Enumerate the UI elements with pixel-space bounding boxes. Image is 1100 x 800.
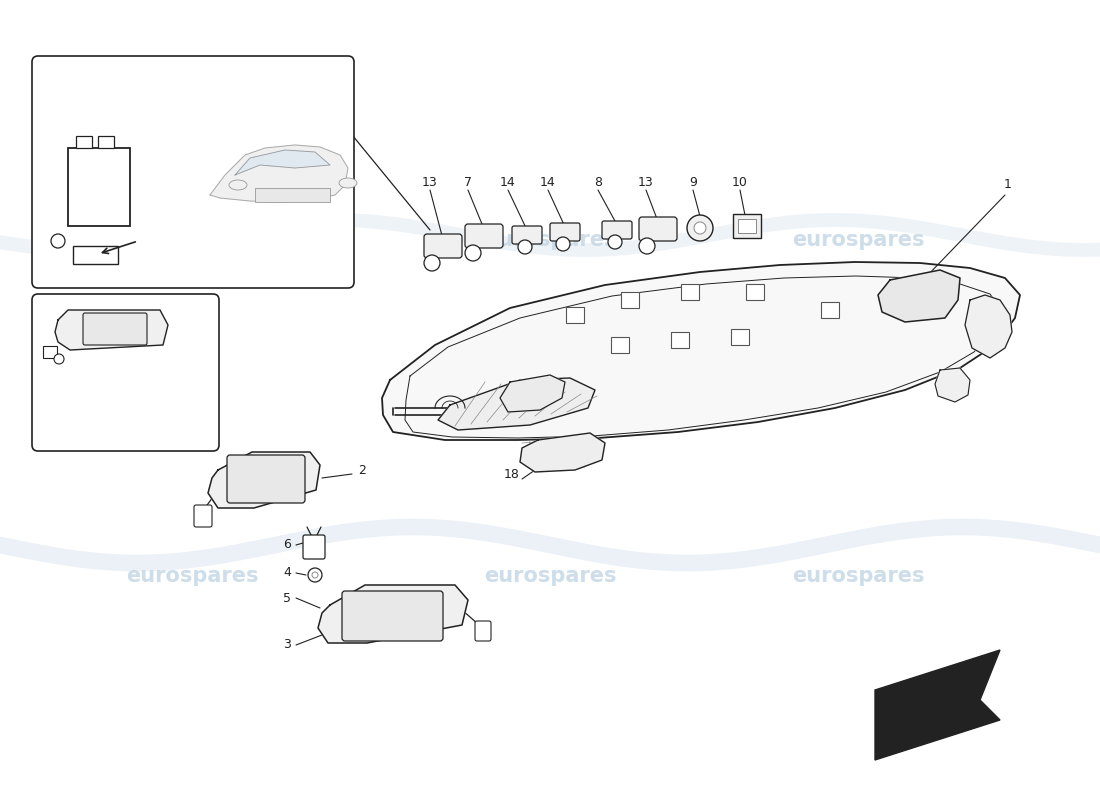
Text: 18: 18 (504, 469, 520, 482)
Bar (732, 329, 749, 345)
Text: 15: 15 (51, 366, 66, 379)
Bar (255, 188, 330, 202)
Text: 4: 4 (283, 566, 290, 579)
Text: 1: 1 (1004, 178, 1012, 191)
FancyBboxPatch shape (302, 535, 324, 559)
Bar (68, 148, 130, 226)
Bar (76, 136, 92, 148)
Polygon shape (208, 452, 320, 508)
Text: 17: 17 (51, 382, 66, 394)
FancyBboxPatch shape (32, 56, 354, 288)
Polygon shape (318, 585, 468, 643)
Bar (746, 284, 764, 300)
Circle shape (54, 354, 64, 364)
Text: 13: 13 (422, 175, 438, 189)
FancyBboxPatch shape (227, 455, 305, 503)
Bar (621, 292, 639, 308)
Circle shape (608, 235, 622, 249)
Text: 8: 8 (594, 175, 602, 189)
FancyBboxPatch shape (475, 621, 491, 641)
Ellipse shape (339, 178, 358, 188)
FancyBboxPatch shape (550, 223, 580, 241)
Polygon shape (438, 378, 595, 430)
Bar (73, 246, 118, 264)
Bar (610, 337, 629, 353)
Bar (733, 214, 761, 238)
Ellipse shape (229, 180, 248, 190)
Bar (566, 307, 584, 323)
Circle shape (639, 238, 654, 254)
Circle shape (556, 237, 570, 251)
Text: 14: 14 (540, 175, 556, 189)
FancyBboxPatch shape (602, 221, 632, 239)
FancyBboxPatch shape (342, 591, 443, 641)
Text: eurospares: eurospares (484, 230, 616, 250)
Circle shape (51, 234, 65, 248)
Circle shape (688, 215, 713, 241)
Text: eurospares: eurospares (126, 566, 258, 586)
FancyBboxPatch shape (32, 294, 219, 451)
Text: eurospares: eurospares (484, 566, 616, 586)
Text: 2: 2 (359, 463, 366, 477)
FancyBboxPatch shape (465, 224, 503, 248)
Text: 13: 13 (638, 175, 653, 189)
Polygon shape (500, 375, 565, 412)
Bar (671, 332, 689, 348)
Text: 12: 12 (51, 251, 66, 265)
Circle shape (518, 240, 532, 254)
Polygon shape (520, 433, 605, 472)
Polygon shape (382, 262, 1020, 440)
Text: 9: 9 (689, 175, 697, 189)
Circle shape (424, 255, 440, 271)
Text: 7: 7 (464, 175, 472, 189)
Polygon shape (935, 368, 970, 402)
Text: 10: 10 (733, 175, 748, 189)
Text: eurospares: eurospares (792, 230, 924, 250)
Bar (821, 302, 839, 318)
Circle shape (694, 222, 706, 234)
Polygon shape (210, 145, 348, 202)
Polygon shape (55, 310, 168, 350)
Bar (681, 284, 698, 300)
Circle shape (308, 568, 322, 582)
Bar (43, 346, 57, 358)
Text: 6: 6 (283, 538, 290, 551)
FancyBboxPatch shape (194, 505, 212, 527)
Text: 5: 5 (283, 591, 292, 605)
Circle shape (312, 572, 318, 578)
Polygon shape (874, 650, 1000, 760)
FancyBboxPatch shape (424, 234, 462, 258)
Bar (738, 219, 756, 233)
Polygon shape (965, 295, 1012, 358)
Circle shape (465, 245, 481, 261)
FancyBboxPatch shape (82, 313, 147, 345)
Polygon shape (235, 150, 330, 175)
Text: 16: 16 (51, 397, 66, 410)
Text: eurospares: eurospares (126, 230, 258, 250)
Text: 3: 3 (283, 638, 290, 651)
Text: 14: 14 (500, 175, 516, 189)
Text: 11: 11 (88, 251, 103, 265)
Polygon shape (878, 270, 960, 322)
Bar (98, 136, 114, 148)
FancyBboxPatch shape (639, 217, 676, 241)
FancyBboxPatch shape (512, 226, 542, 244)
Text: eurospares: eurospares (792, 566, 924, 586)
